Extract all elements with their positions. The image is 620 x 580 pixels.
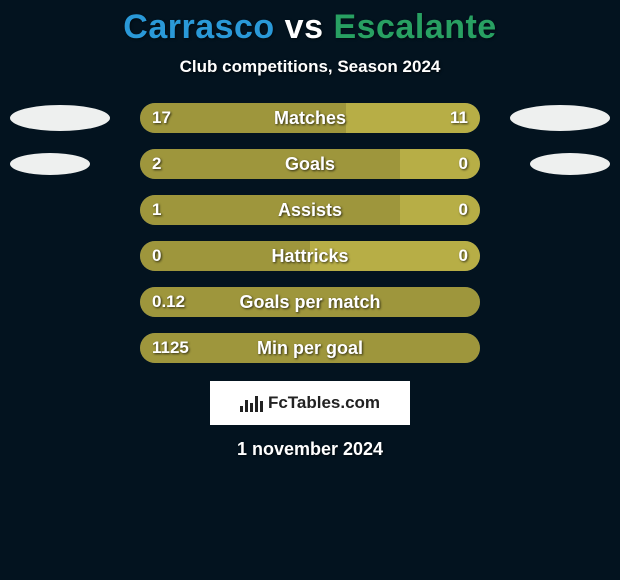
stat-bar-right — [346, 103, 480, 133]
stat-bar-left — [140, 103, 346, 133]
bars-icon — [240, 394, 262, 412]
branding-badge[interactable]: FcTables.com — [210, 381, 410, 425]
subtitle: Club competitions, Season 2024 — [0, 57, 620, 77]
stat-bar-left — [140, 195, 400, 225]
stats-rows: Matches1711 Goals20 Assists10 Hattricks00 Go… — [0, 103, 620, 363]
stat-row: Goals per match0.12 — [0, 287, 620, 317]
stat-bar-left — [140, 333, 480, 363]
branding-text: FcTables.com — [268, 393, 380, 413]
stat-bar-track: Goals per match0.12 — [140, 287, 480, 317]
stat-bar-track: Hattricks00 — [140, 241, 480, 271]
player-avatar-left — [10, 153, 90, 175]
stat-bar-left — [140, 241, 310, 271]
title-vs: vs — [285, 8, 324, 46]
player-avatar-right — [530, 153, 610, 175]
stat-bar-track: Goals20 — [140, 149, 480, 179]
comparison-panel: Carrasco vs Escalante Club competitions,… — [0, 0, 620, 460]
stat-bar-track: Matches1711 — [140, 103, 480, 133]
date-label: 1 november 2024 — [0, 439, 620, 460]
stat-bar-right — [400, 149, 480, 179]
stat-bar-left — [140, 287, 480, 317]
stat-row: Min per goal1125 — [0, 333, 620, 363]
stat-bar-track: Min per goal1125 — [140, 333, 480, 363]
stat-bar-track: Assists10 — [140, 195, 480, 225]
stat-row: Assists10 — [0, 195, 620, 225]
stat-bar-right — [400, 195, 480, 225]
player-avatar-right — [510, 105, 610, 131]
page-title: Carrasco vs Escalante — [0, 8, 620, 47]
stat-bar-right — [310, 241, 480, 271]
title-player2: Escalante — [333, 8, 496, 46]
stat-row: Matches1711 — [0, 103, 620, 133]
player-avatar-left — [10, 105, 110, 131]
stat-bar-left — [140, 149, 400, 179]
title-player1: Carrasco — [123, 8, 274, 46]
stat-row: Hattricks00 — [0, 241, 620, 271]
stat-row: Goals20 — [0, 149, 620, 179]
